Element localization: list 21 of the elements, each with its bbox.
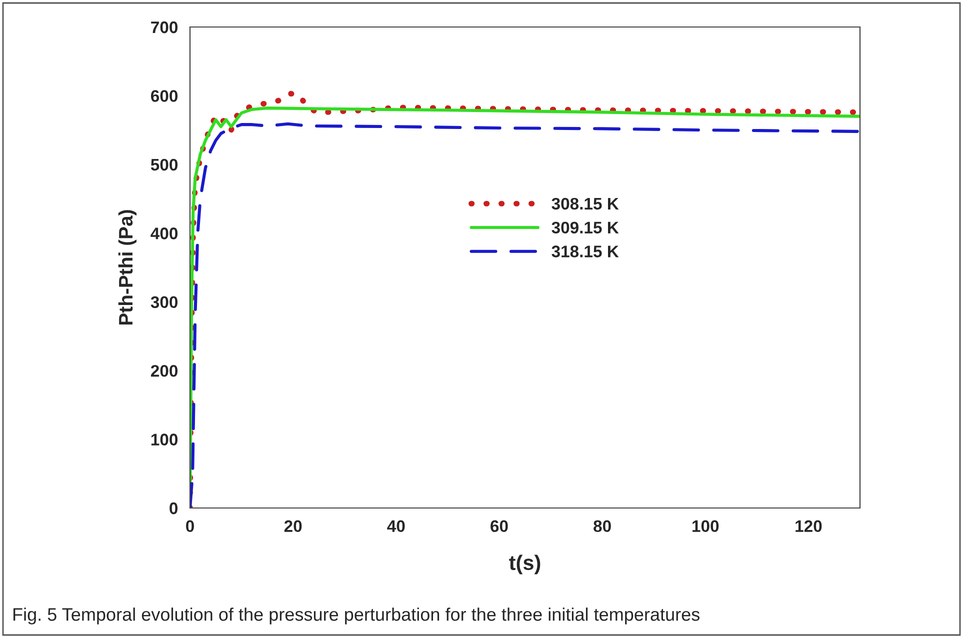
legend-label: 309.15 K — [552, 222, 619, 234]
y-tick-label: 0 — [170, 502, 178, 514]
x-axis-title: t(s) — [509, 554, 540, 574]
y-tick-label: 300 — [150, 296, 178, 308]
y-tick-label: 700 — [151, 21, 178, 34]
x-tick-label: 40 — [387, 520, 405, 532]
legend-label: 308.15 K — [552, 198, 619, 210]
x-tick-label: 20 — [284, 520, 302, 532]
caption: Fig. 5 Temporal evolution of the pressure perturbation for the three initial temperatures — [13, 608, 700, 624]
y-tick-label: 100 — [151, 434, 178, 446]
x-tick-label: 80 — [594, 520, 611, 532]
legend-label: 318.15 K — [552, 246, 619, 258]
y-tick-label: 200 — [150, 364, 178, 377]
y-tick-label: 400 — [150, 228, 178, 240]
y-axis-title: Pth-Pthi (Pa) — [118, 210, 136, 325]
x-tick-label: 60 — [490, 520, 508, 532]
y-tick-label: 600 — [151, 90, 178, 102]
x-tick-label: 100 — [692, 520, 719, 532]
x-tick-label: 120 — [796, 520, 822, 532]
x-tick-label: 0 — [186, 520, 194, 532]
y-tick-label: 500 — [150, 158, 178, 171]
